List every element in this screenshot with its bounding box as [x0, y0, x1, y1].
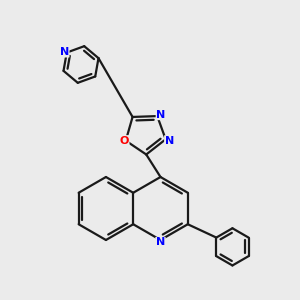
Text: N: N — [156, 110, 166, 120]
Text: N: N — [60, 47, 69, 57]
Text: N: N — [165, 136, 174, 146]
Text: N: N — [156, 237, 165, 248]
Text: O: O — [120, 136, 129, 146]
